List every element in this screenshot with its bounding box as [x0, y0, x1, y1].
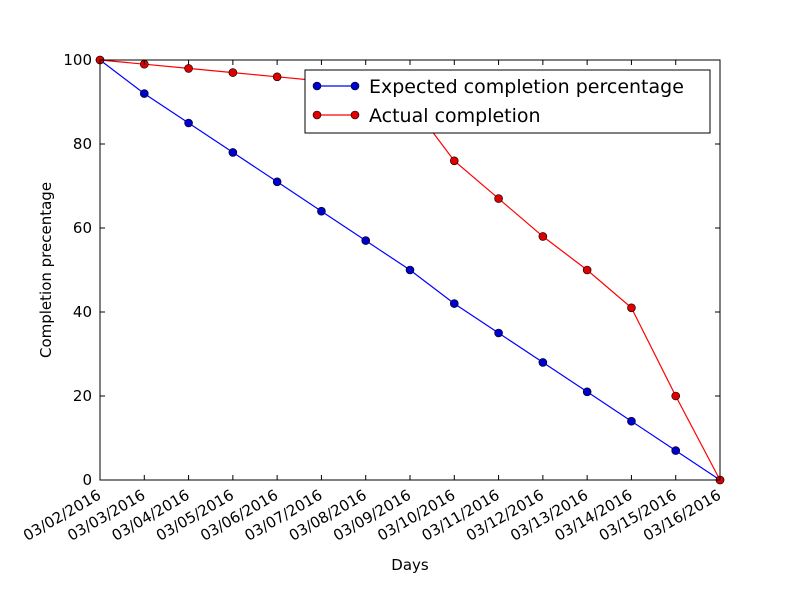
data-point — [184, 64, 193, 73]
legend-marker — [312, 110, 322, 120]
y-tick-label: 60 — [73, 219, 92, 237]
y-tick-label: 20 — [73, 387, 92, 405]
legend: Expected completion percentage Actual com… — [304, 69, 711, 134]
data-point — [538, 358, 548, 367]
data-point — [317, 206, 326, 216]
data-point — [538, 232, 548, 241]
data-point — [627, 303, 636, 313]
data-point — [361, 236, 371, 245]
data-point — [184, 118, 193, 128]
y-tick-label: 40 — [73, 303, 92, 321]
y-tick-label: 80 — [73, 135, 92, 153]
data-point — [671, 391, 681, 401]
y-tick-label: 100 — [63, 51, 92, 69]
data-point — [139, 89, 149, 98]
y-axis-title: Completion precentage — [37, 182, 55, 358]
data-point — [228, 148, 238, 157]
y-tick-label: 0 — [82, 471, 92, 489]
legend-label: Actual completion — [369, 105, 541, 127]
data-point — [405, 265, 415, 275]
legend-box — [304, 69, 711, 134]
data-point — [449, 156, 459, 166]
data-point — [272, 177, 282, 187]
legend-label: Expected completion percentage — [369, 76, 684, 98]
legend-marker — [350, 81, 360, 91]
data-point — [494, 194, 503, 203]
data-point — [582, 387, 592, 397]
data-point — [494, 328, 503, 338]
data-point — [627, 416, 636, 426]
data-point — [228, 68, 238, 77]
legend-marker — [350, 110, 360, 120]
data-point — [582, 265, 592, 275]
data-point — [671, 446, 681, 455]
legend-marker — [312, 81, 322, 91]
data-point — [272, 72, 282, 82]
x-axis-title: Days — [391, 556, 429, 574]
data-point — [449, 299, 459, 308]
